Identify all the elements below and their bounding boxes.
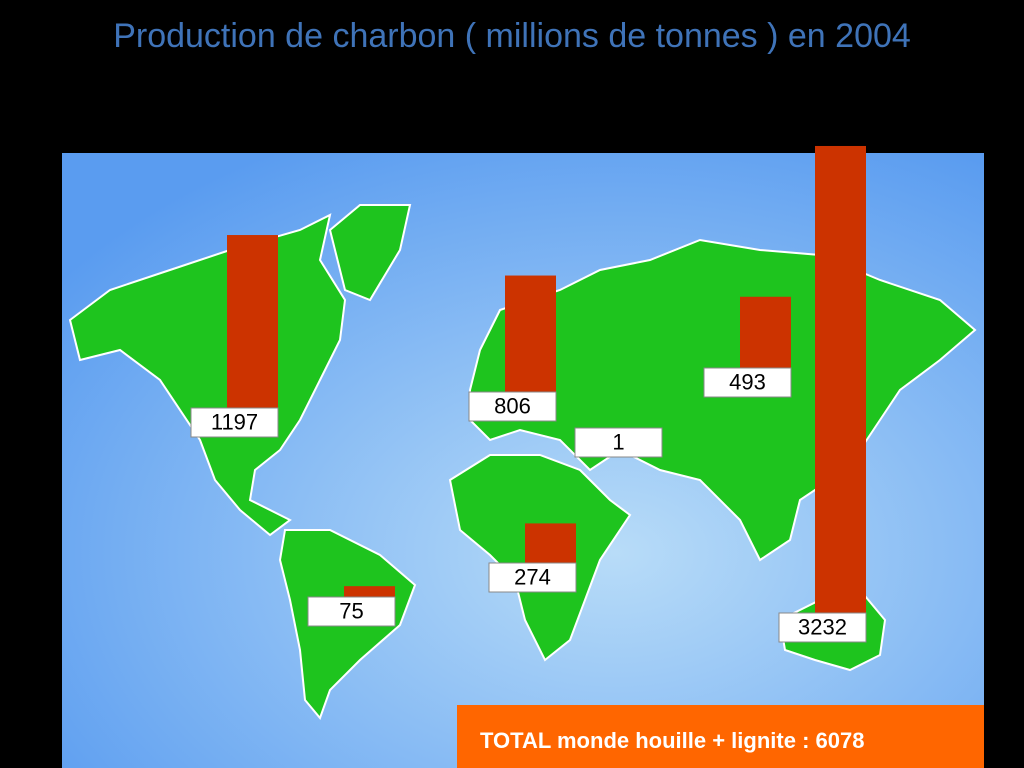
value-label: 806 [494,393,531,418]
value-label: 1197 [211,409,258,434]
value-label: 274 [514,564,551,589]
value-label: 1 [612,429,624,454]
bar [525,523,576,563]
value-label-box [574,427,663,458]
total-note: TOTAL monde houille + lignite : 6078 [480,728,864,753]
bars: 1197 75 806 274 1 493 3232 [190,145,867,643]
title-box: Production de charbon ( millions de tonn… [113,17,911,55]
value-label: 493 [729,369,766,394]
bar [227,235,278,408]
bar [505,275,556,392]
bar [740,296,791,368]
value-label: 3232 [798,614,847,639]
value-label-box [468,391,557,422]
value-label-box [307,596,396,627]
value-label-box [190,407,279,438]
value-label-box [488,562,577,593]
chart-title: Production de charbon ( millions de tonn… [113,17,911,55]
bar [815,145,866,613]
total-box [457,705,984,768]
greenland [328,204,412,302]
value-label-box [703,367,792,398]
value-label-box [778,612,867,643]
value-label: 75 [339,598,363,623]
bar [344,586,395,597]
